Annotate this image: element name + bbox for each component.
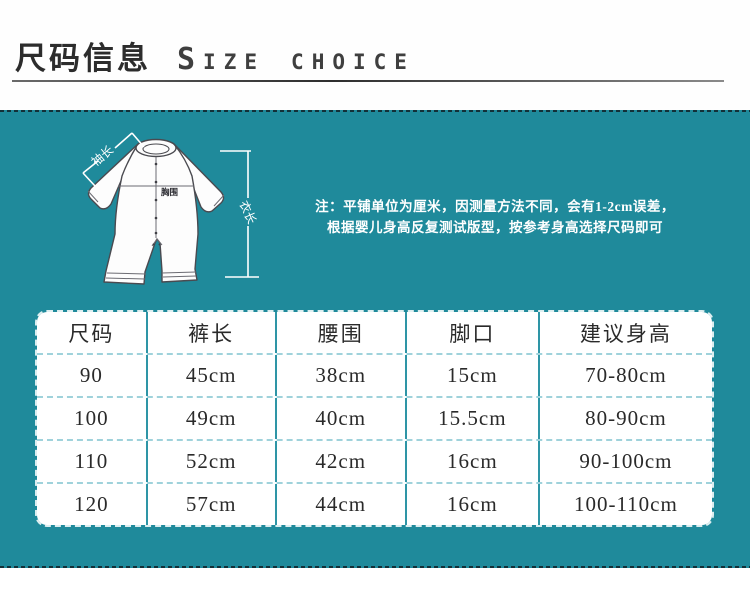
baby-romper-illustration-icon: 胸围 袖长 衣长 [82, 132, 260, 285]
title-english: Size choice [177, 42, 415, 77]
cell-waist: 42cm [277, 441, 407, 482]
table-row: 100 49cm 40cm 15.5cm 80-90cm [37, 396, 712, 439]
cell-pants-length: 45cm [148, 355, 277, 396]
cell-suggested-height: 90-100cm [579, 449, 673, 473]
cell-pants-length: 52cm [148, 441, 277, 482]
size-table: 尺码 裤长 腰围 脚口 建议身高 90 45cm 38cm 15cm 70-80… [35, 310, 714, 527]
cell-pants-length: 57cm [148, 484, 277, 525]
size-info-panel: 胸围 袖长 衣长 注：平铺单位为厘米，因测量方法不同，会有1-2cm误差， 根据… [0, 110, 750, 568]
cell-leg-opening: 15.5cm [407, 398, 540, 439]
cell-leg-opening: 15cm [407, 355, 540, 396]
panel-top-dashed-edge [0, 110, 750, 112]
cell-leg-opening: 16cm [407, 484, 540, 525]
table-row: 120 57cm 44cm 16cm 100-110cm [37, 482, 712, 525]
cell-suggested-height: 100-110cm [573, 492, 678, 516]
column-header-suggested-height: 建议身高 [579, 321, 672, 346]
note-line-1: 注：平铺单位为厘米，因测量方法不同，会有1-2cm误差， [315, 199, 675, 214]
table-row: 90 45cm 38cm 15cm 70-80cm [37, 353, 712, 396]
title-chinese: 尺码信息 [15, 41, 151, 77]
cell-pants-length: 49cm [148, 398, 277, 439]
chest-label: 胸围 [161, 187, 178, 198]
panel-bottom-dashed-edge [0, 566, 750, 568]
cell-size: 120 [37, 484, 148, 525]
measurement-note: 注：平铺单位为厘米，因测量方法不同，会有1-2cm误差， 根据婴儿身高反复测试版… [295, 196, 695, 238]
header-divider [12, 80, 724, 82]
cell-leg-opening: 16cm [407, 441, 540, 482]
column-header-waist: 腰围 [277, 312, 407, 353]
page-header: 尺码信息 Size choice [0, 0, 750, 110]
cell-waist: 38cm [277, 355, 407, 396]
clothes-length-label: 衣长 [236, 198, 259, 226]
cell-size: 100 [37, 398, 148, 439]
column-header-leg-opening: 脚口 [407, 312, 540, 353]
cell-size: 90 [37, 355, 148, 396]
page-title: 尺码信息 Size choice [15, 33, 415, 78]
cell-suggested-height: 80-90cm [585, 406, 667, 430]
cell-waist: 44cm [277, 484, 407, 525]
table-row: 110 52cm 42cm 16cm 90-100cm [37, 439, 712, 482]
column-header-size: 尺码 [37, 312, 148, 353]
cell-size: 110 [37, 441, 148, 482]
cell-waist: 40cm [277, 398, 407, 439]
note-line-2: 根据婴儿身高反复测试版型，按参考身高选择尺码即可 [327, 220, 663, 235]
table-header-row: 尺码 裤长 腰围 脚口 建议身高 [37, 312, 712, 353]
column-header-pants-length: 裤长 [148, 312, 277, 353]
cell-suggested-height: 70-80cm [585, 363, 667, 387]
